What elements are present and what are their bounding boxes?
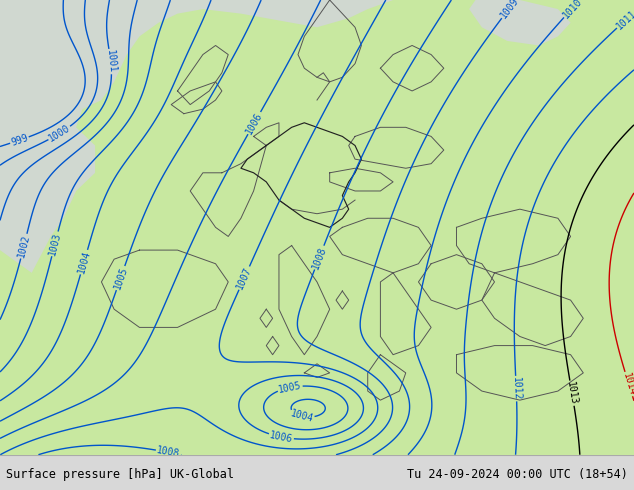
Polygon shape: [0, 0, 393, 273]
Text: 1008: 1008: [310, 245, 328, 270]
Text: 1005: 1005: [112, 265, 129, 291]
Text: Tu 24-09-2024 00:00 UTC (18+54): Tu 24-09-2024 00:00 UTC (18+54): [407, 467, 628, 481]
Text: 1002: 1002: [16, 234, 32, 259]
Text: 1006: 1006: [269, 430, 294, 444]
Text: 1012: 1012: [511, 377, 522, 400]
Text: 1009: 1009: [498, 0, 521, 21]
Text: 1011: 1011: [614, 8, 634, 31]
Text: Surface pressure [hPa] UK-Global: Surface pressure [hPa] UK-Global: [6, 467, 235, 481]
Polygon shape: [469, 0, 571, 46]
Text: 1004: 1004: [289, 409, 314, 424]
Text: 1006: 1006: [244, 110, 264, 136]
Text: 1013: 1013: [565, 381, 579, 406]
Text: 1007: 1007: [235, 265, 254, 291]
Text: 1001: 1001: [105, 49, 117, 74]
Text: 1005: 1005: [278, 380, 302, 395]
Polygon shape: [19, 159, 63, 205]
Text: 1004: 1004: [76, 249, 92, 275]
Text: 1014: 1014: [621, 371, 634, 397]
Text: 999: 999: [10, 133, 29, 148]
Text: 1003: 1003: [47, 231, 63, 256]
Text: 1000: 1000: [47, 123, 72, 144]
Text: 1008: 1008: [156, 445, 181, 459]
Text: 1010: 1010: [561, 0, 584, 20]
